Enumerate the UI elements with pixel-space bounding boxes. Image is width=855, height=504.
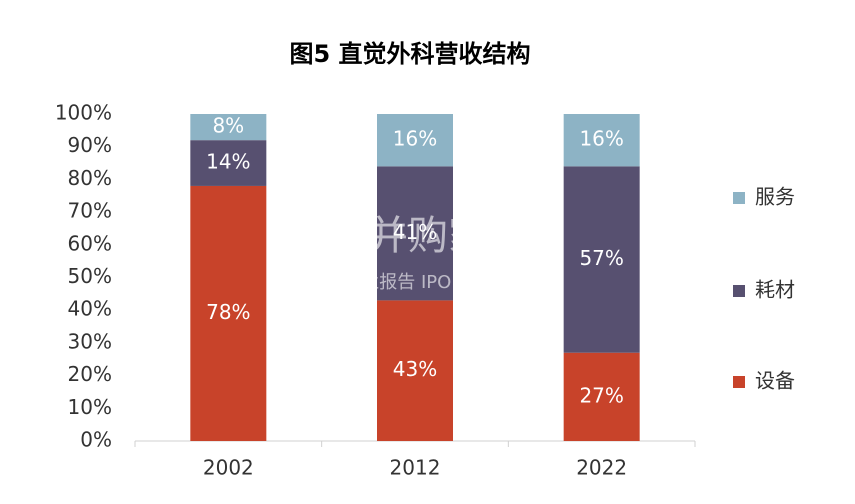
value-label: 16% [393,127,437,151]
value-label: 41% [393,220,437,244]
bar-segment [377,166,453,301]
x-tick-label: 2002 [203,456,254,480]
x-tick-label: 2012 [390,456,441,480]
y-tick-label: 90% [68,133,112,157]
y-tick-label: 40% [68,297,112,321]
y-tick-label: 80% [68,166,112,190]
value-label: 8% [212,114,244,138]
y-tick-label: 20% [68,362,112,386]
legend-swatch [733,376,745,388]
y-tick-label: 100% [55,101,112,125]
bar-segment [190,140,267,186]
value-label: 14% [206,150,250,174]
legend-label: 设备 [755,369,795,393]
x-tick-label: 2022 [576,456,627,480]
legend-label: 耗材 [755,278,795,302]
y-tick-label: 10% [68,395,112,419]
legend-swatch [733,192,745,204]
y-tick-label: 50% [68,264,112,288]
y-tick-label: 0% [80,428,112,452]
bar-segment [377,300,453,441]
bar-segment [377,114,453,167]
value-label: 43% [393,357,437,381]
value-label: 78% [206,300,250,324]
bar-segment [563,114,640,167]
legend-swatch [733,285,745,297]
watermark: 行业报告 IPOIPO.CN [343,272,512,293]
value-label: 16% [579,127,623,151]
y-tick-label: 70% [68,199,112,223]
value-label: 57% [579,246,623,270]
chart-title: 图5 直觉外科营收结构 [289,40,530,68]
value-label: 27% [579,383,623,407]
bar-segment [190,185,267,441]
watermark: 并购家 [368,213,488,259]
y-tick-label: 60% [68,231,112,255]
legend-label: 服务 [755,185,795,209]
bar-segment [563,352,640,441]
y-tick-label: 30% [68,329,112,353]
bar-segment [563,166,640,353]
bar-segment [190,114,267,141]
